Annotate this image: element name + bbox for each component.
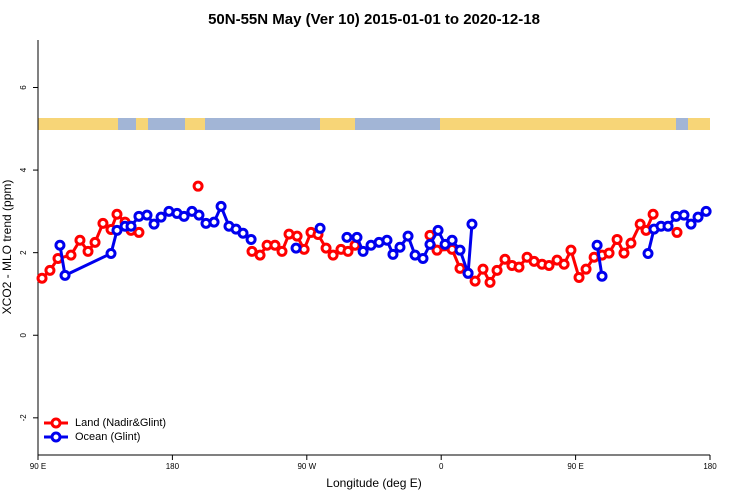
y-axis-label: XCO2 - MLO trend (ppm) [0,180,14,315]
point [591,239,603,251]
legend-box [40,411,180,446]
point [469,275,481,287]
point [192,180,204,192]
point [65,249,77,261]
point [558,258,570,270]
x-tick-label: 90 W [297,462,316,471]
point [603,247,615,259]
point [671,226,683,238]
point [678,209,690,221]
point [111,224,123,236]
point [446,234,458,246]
point [543,259,555,271]
point [402,230,414,242]
point [82,245,94,257]
point [254,249,266,261]
legend-label: Ocean (Glint) [75,431,140,443]
point [125,220,137,232]
point [462,267,474,279]
point [484,276,496,288]
point [394,241,406,253]
point [618,247,630,259]
point [111,208,123,220]
point [141,209,153,221]
point [341,231,353,243]
point [74,234,86,246]
point [573,271,585,283]
point [692,211,704,223]
point [215,200,227,212]
point [208,216,220,228]
point [327,249,339,261]
point [320,242,332,254]
point [290,242,302,254]
point [245,233,257,245]
point [105,247,117,259]
y-tick-label: 6 [19,85,28,90]
point [596,270,608,282]
legend-marker [50,431,62,443]
series-line [58,202,253,278]
point [342,245,354,257]
point [431,244,443,256]
point [246,245,258,257]
point [513,261,525,273]
point [424,238,436,250]
point [148,218,160,230]
point [54,239,66,251]
point [634,218,646,230]
x-tick-label: 180 [703,462,717,471]
x-axis-label: Longitude (deg E) [326,476,421,490]
point [351,231,363,243]
point [491,264,503,276]
point [59,269,71,281]
legend-label: Land (Nadir&Glint) [75,417,166,429]
point [499,253,511,265]
point [580,263,592,275]
x-tick-label: 0 [439,462,444,471]
y-tick-label: -2 [19,414,28,422]
x-tick-label: 180 [166,462,180,471]
y-tick-label: 0 [19,332,28,337]
point [700,205,712,217]
point [291,230,303,242]
point [454,262,466,274]
point [357,245,369,257]
point [642,247,654,259]
point [417,252,429,264]
x-tick-label: 90 E [567,462,583,471]
point [611,233,623,245]
x-tick-label: 90 E [30,462,46,471]
point [685,218,697,230]
point [155,211,167,223]
point [625,237,637,249]
map-strip [38,118,710,130]
point [269,239,281,251]
point [647,208,659,220]
point [477,263,489,275]
point [454,244,466,256]
point [36,272,48,284]
point [466,218,478,230]
chart-title: 50N-55N May (Ver 10) 2015-01-01 to 2020-… [208,11,540,28]
point [237,227,249,239]
point [381,234,393,246]
point [44,264,56,276]
point [432,224,444,236]
y-tick-label: 2 [19,250,28,255]
y-tick-label: 4 [19,167,28,172]
point [178,210,190,222]
point [89,236,101,248]
point [276,245,288,257]
point [97,217,109,229]
point [193,209,205,221]
point [133,226,145,238]
point [387,248,399,260]
point [662,220,674,232]
legend-marker [50,417,62,429]
point [565,244,577,256]
point [314,222,326,234]
